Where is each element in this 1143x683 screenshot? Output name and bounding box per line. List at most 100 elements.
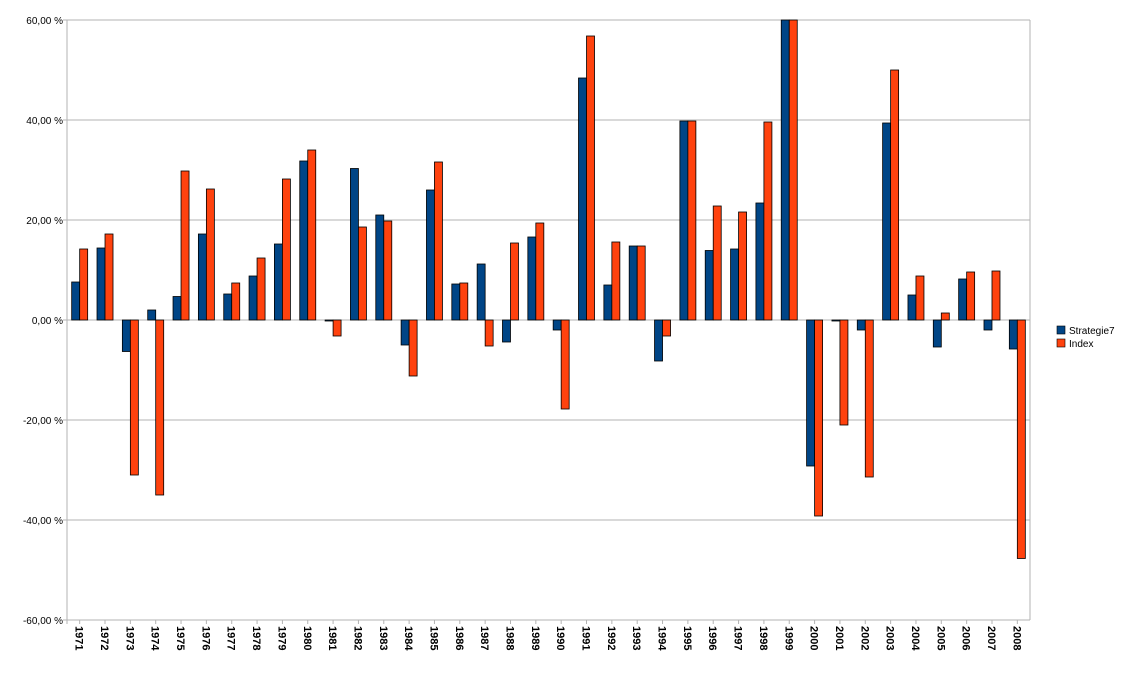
bar-index-1976 — [205, 188, 215, 321]
bar-index-1983 — [383, 220, 393, 321]
bar-strategie7-1985 — [426, 189, 435, 321]
bar-index-1973 — [129, 319, 139, 476]
x-tick-label: 1981 — [326, 626, 338, 650]
bar-strategie7-1977 — [223, 293, 233, 321]
bar-index-1994 — [662, 319, 671, 337]
bar-strategie7-2007 — [983, 319, 993, 331]
bar-index-1997 — [738, 211, 747, 321]
bar-index-1984 — [408, 319, 418, 377]
x-tick-label: 1982 — [351, 626, 363, 650]
bar-index-2001 — [839, 319, 849, 426]
bar-strategie7-1991 — [578, 77, 587, 321]
y-tick-label: -20,00 % — [23, 416, 63, 427]
bar-strategie7-1979 — [274, 243, 283, 321]
bar-index-2002 — [864, 319, 874, 478]
bar-strategie7-1990 — [552, 319, 562, 331]
x-tick-label: 2005 — [934, 626, 946, 650]
y-axis-ticks: 60,00 % 40,00 % 20,00 % 0,00 % -20,00 % -40,0… — [23, 16, 63, 627]
legend-swatch-strategie7 — [1056, 325, 1066, 335]
bar-strategie7-1998 — [755, 202, 765, 321]
bar-index-1972 — [104, 233, 114, 321]
x-tick-label: 1992 — [605, 626, 617, 650]
bar-index-2003 — [890, 69, 900, 321]
x-tick-label: 1973 — [123, 626, 135, 650]
x-tick-label: 1978 — [250, 626, 262, 650]
y-tick-label: 60,00 % — [26, 16, 63, 27]
bar-index-1979 — [282, 178, 291, 321]
bar-index-1981 — [332, 319, 342, 337]
bar-index-1982 — [358, 226, 367, 321]
x-tick-label: 2000 — [808, 626, 820, 650]
bar-index-1998 — [763, 121, 773, 321]
x-tick-label: 1974 — [149, 626, 161, 651]
bar-strategie7-1989 — [527, 236, 537, 321]
bar-strategie7-1972 — [96, 247, 106, 321]
bar-index-1993 — [636, 245, 646, 321]
bar-index-1980 — [307, 149, 317, 321]
x-tick-label: 1993 — [630, 626, 642, 650]
bar-strategie7-1983 — [375, 214, 385, 321]
y-tick-label: 0,00 % — [32, 316, 63, 327]
x-tick-label: 1985 — [427, 626, 439, 650]
x-tick-label: 1994 — [656, 626, 668, 651]
bar-strategie7-1999 — [780, 19, 790, 321]
bars — [71, 19, 1026, 559]
x-tick-label: 1997 — [732, 626, 744, 650]
bar-index-1989 — [535, 222, 545, 321]
x-tick-label: 1999 — [782, 626, 794, 650]
bar-strategie7-1988 — [502, 319, 511, 343]
x-tick-label: 2004 — [909, 626, 921, 651]
x-tick-label: 2002 — [858, 626, 870, 650]
bar-index-1978 — [256, 257, 266, 321]
x-tick-label: 1995 — [681, 626, 693, 650]
legend-label-index: Index — [1069, 339, 1093, 350]
axes — [66, 20, 1031, 624]
bar-index-2007 — [991, 270, 1001, 321]
x-tick-label: 2008 — [1010, 626, 1022, 650]
x-tick-label: 1986 — [453, 626, 465, 650]
bar-strategie7-1973 — [121, 319, 131, 352]
x-tick-label: 1988 — [503, 626, 515, 650]
bar-index-1996 — [712, 205, 722, 321]
legend-label-strategie7: Strategie7 — [1069, 326, 1115, 337]
x-tick-label: 1980 — [301, 626, 313, 650]
bar-strategie7-1995 — [679, 120, 689, 321]
bar-strategie7-1978 — [248, 275, 258, 321]
bar-strategie7-2000 — [806, 319, 815, 467]
bar-strategie7-1974 — [147, 309, 157, 321]
bar-strategie7-2004 — [907, 294, 917, 321]
x-tick-label: 1984 — [402, 626, 414, 651]
bar-index-1991 — [586, 35, 595, 321]
bar-index-1999 — [788, 19, 798, 321]
bar-index-1971 — [79, 248, 89, 321]
bar-index-2004 — [915, 275, 925, 321]
x-tick-label: 1996 — [706, 626, 718, 650]
bar-index-1990 — [560, 319, 570, 410]
bar-index-2006 — [966, 271, 976, 321]
bar-index-1992 — [611, 241, 621, 321]
bar-strategie7-2006 — [958, 278, 968, 321]
legend: Strategie7 Index — [1056, 325, 1115, 350]
bar-index-1975 — [180, 170, 190, 321]
bar-strategie7-1981 — [324, 319, 334, 322]
x-tick-label: 1990 — [554, 626, 566, 650]
x-tick-label: 1991 — [580, 626, 592, 650]
bar-index-2008 — [1016, 319, 1026, 559]
x-tick-label: 1983 — [377, 626, 389, 650]
bar-strategie7-1976 — [197, 233, 207, 321]
bar-strategie7-1997 — [730, 248, 739, 321]
x-tick-label: 2006 — [960, 626, 972, 650]
bar-strategie7-1984 — [400, 319, 410, 346]
bar-strategie7-1975 — [172, 296, 182, 321]
x-tick-label: 1972 — [98, 626, 110, 650]
x-tick-label: 1998 — [757, 626, 769, 650]
x-tick-label: 2003 — [884, 626, 896, 650]
x-axis-ticks: 1971 1972 1973 1974 1975 1976 1977 1978 1979 1980… — [73, 620, 1022, 651]
bar-strategie7-2001 — [831, 319, 841, 322]
bar-index-1986 — [459, 282, 469, 321]
bar-index-1988 — [510, 242, 519, 321]
x-tick-label: 2001 — [833, 626, 845, 650]
bar-index-1977 — [231, 282, 241, 321]
y-tick-label: -40,00 % — [23, 516, 63, 527]
bar-strategie7-1992 — [603, 284, 613, 321]
